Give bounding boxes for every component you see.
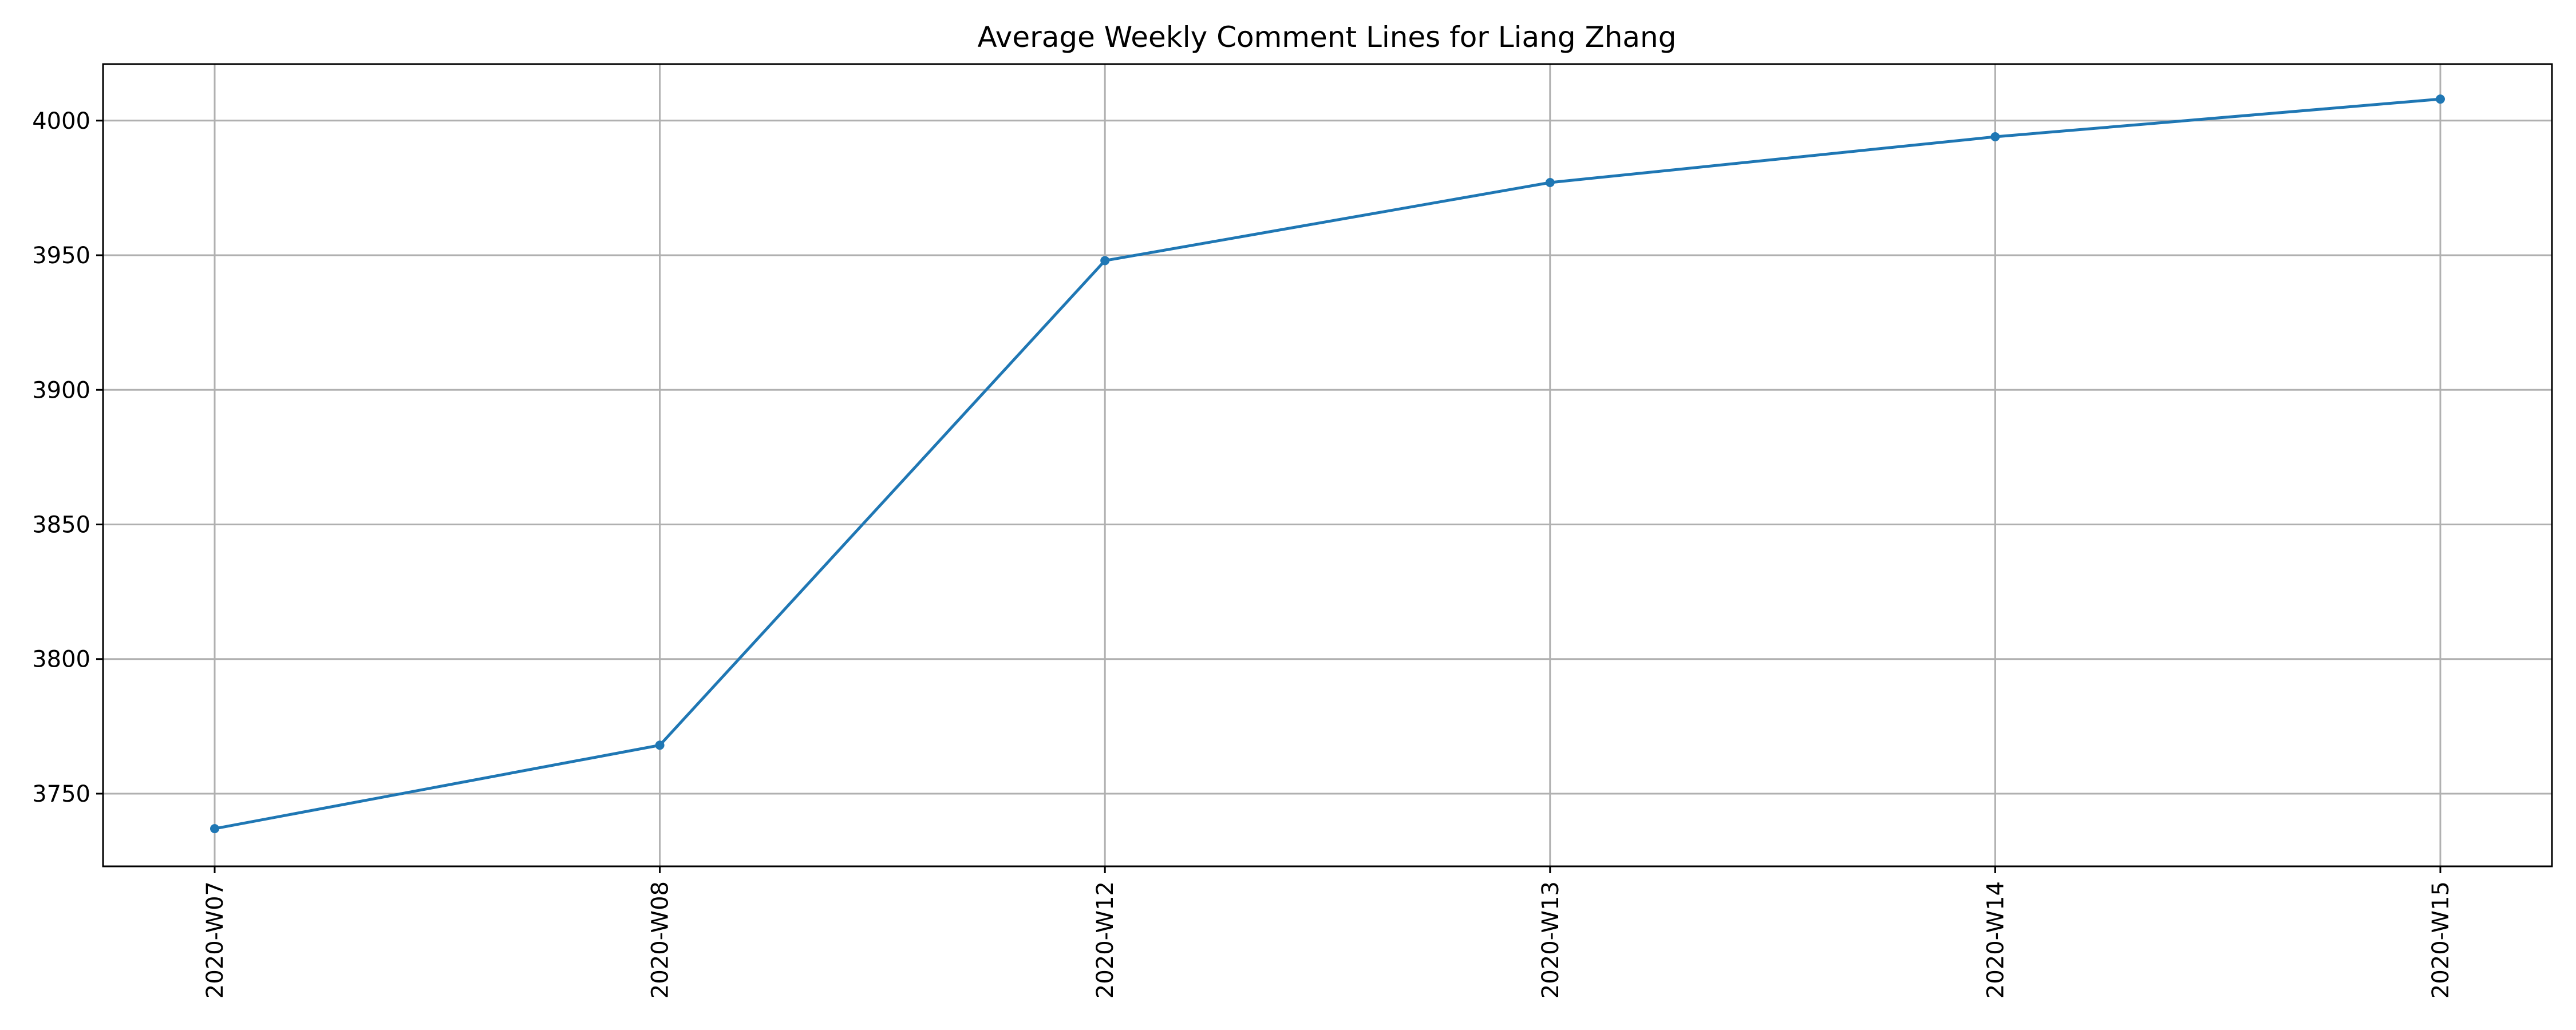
series-line bbox=[214, 97, 2441, 830]
data-point bbox=[1990, 132, 2000, 142]
x-tick-label: 2020-W08 bbox=[647, 881, 674, 999]
data-point bbox=[210, 824, 219, 834]
y-tick-label: 3850 bbox=[32, 512, 90, 538]
y-tick-label: 3900 bbox=[32, 377, 90, 403]
x-tick-label: 2020-W15 bbox=[2428, 881, 2454, 999]
data-point bbox=[1100, 256, 1110, 266]
chart-title: Average Weekly Comment Lines for Liang Z… bbox=[978, 21, 1677, 54]
data-point bbox=[2436, 94, 2445, 104]
series-layer bbox=[210, 94, 2445, 834]
y-axis: 3750 3800 3850 3900 3950 4000 bbox=[32, 108, 103, 807]
x-tick-label: 2020-W14 bbox=[1982, 881, 2009, 999]
x-tick-label: 2020-W12 bbox=[1092, 881, 1119, 999]
data-point bbox=[655, 740, 665, 750]
y-tick-label: 3800 bbox=[32, 647, 90, 673]
grid-layer bbox=[103, 64, 2552, 866]
y-tick-label: 3950 bbox=[32, 243, 90, 269]
y-tick-label: 3750 bbox=[32, 781, 90, 807]
x-axis: 2020-W07 2020-W08 2020-W12 2020-W13 2020-W14… bbox=[202, 866, 2454, 999]
x-tick-label: 2020-W07 bbox=[202, 881, 228, 999]
plot-frame bbox=[102, 63, 2553, 867]
x-tick-label: 2020-W13 bbox=[1538, 881, 1564, 999]
y-tick-label: 4000 bbox=[32, 108, 90, 134]
data-point bbox=[1545, 178, 1555, 188]
